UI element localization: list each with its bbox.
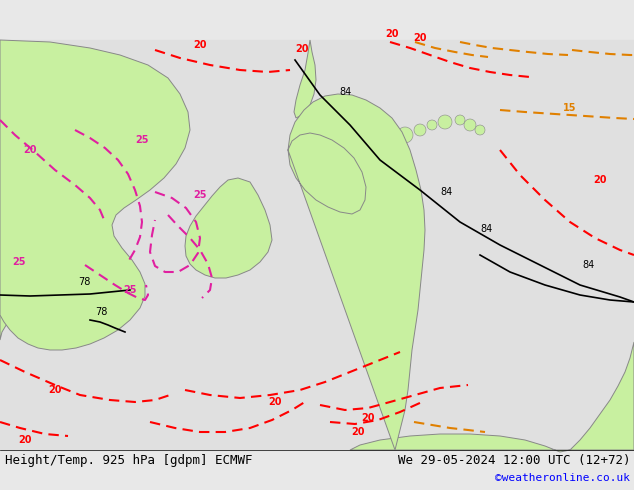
Polygon shape xyxy=(294,40,316,118)
Circle shape xyxy=(455,115,465,125)
Polygon shape xyxy=(0,40,30,340)
Text: 25: 25 xyxy=(135,135,149,145)
Text: 25: 25 xyxy=(193,190,207,200)
Circle shape xyxy=(397,127,413,143)
Text: 20: 20 xyxy=(385,29,399,39)
Text: 78: 78 xyxy=(95,307,107,317)
Polygon shape xyxy=(350,342,634,452)
Text: 15: 15 xyxy=(563,103,577,113)
Text: 25: 25 xyxy=(12,257,25,267)
Text: 20: 20 xyxy=(351,427,365,437)
Polygon shape xyxy=(308,124,386,150)
Text: 20: 20 xyxy=(193,40,207,50)
Text: 20: 20 xyxy=(593,175,607,185)
Circle shape xyxy=(414,124,426,136)
Text: 84: 84 xyxy=(440,187,452,197)
Text: 20: 20 xyxy=(295,44,309,54)
Text: 25: 25 xyxy=(123,285,137,295)
Polygon shape xyxy=(288,94,425,450)
Text: 20: 20 xyxy=(48,385,61,395)
Circle shape xyxy=(464,119,476,131)
Text: 20: 20 xyxy=(18,435,32,445)
Text: 20: 20 xyxy=(361,413,375,423)
Text: 20: 20 xyxy=(413,33,427,43)
Text: ©weatheronline.co.uk: ©weatheronline.co.uk xyxy=(495,473,630,483)
Text: 20: 20 xyxy=(23,145,37,155)
Circle shape xyxy=(427,120,437,130)
Text: 84: 84 xyxy=(480,224,492,234)
Text: 20: 20 xyxy=(268,397,281,407)
Text: Height/Temp. 925 hPa [gdpm] ECMWF: Height/Temp. 925 hPa [gdpm] ECMWF xyxy=(5,454,252,466)
Polygon shape xyxy=(0,40,190,350)
Polygon shape xyxy=(185,178,272,278)
Text: 84: 84 xyxy=(582,260,594,270)
Text: 78: 78 xyxy=(78,277,91,287)
Bar xyxy=(0,40,634,450)
Polygon shape xyxy=(0,40,22,320)
Text: 84: 84 xyxy=(339,87,351,97)
Circle shape xyxy=(438,115,452,129)
Circle shape xyxy=(475,125,485,135)
Text: We 29-05-2024 12:00 UTC (12+72): We 29-05-2024 12:00 UTC (12+72) xyxy=(398,454,630,466)
